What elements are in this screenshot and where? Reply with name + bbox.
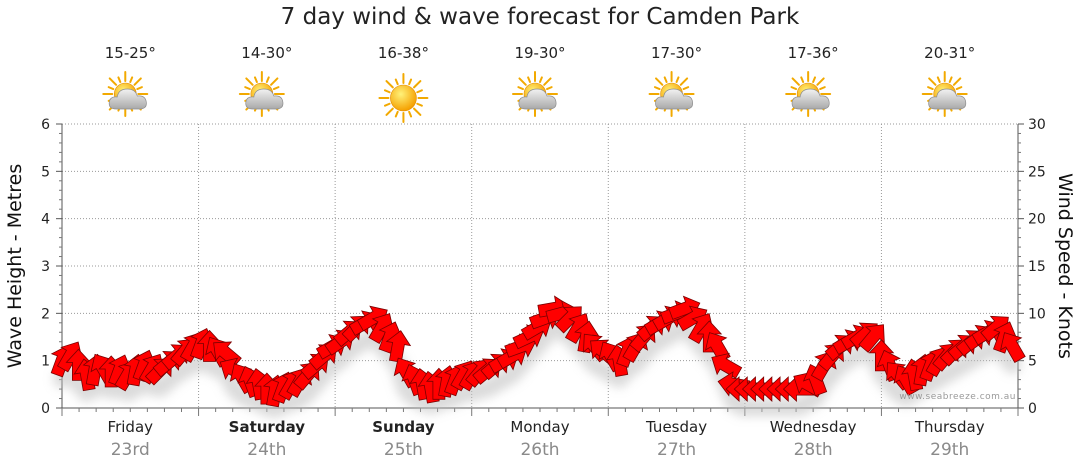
- left-tick-label: 5: [41, 164, 50, 180]
- left-tick-label: 4: [41, 212, 50, 228]
- day-name: Tuesday: [646, 418, 708, 436]
- left-tick-label: 2: [41, 306, 50, 322]
- right-tick-label: 20: [1028, 212, 1046, 228]
- day-temperature: 16-38°: [377, 44, 429, 62]
- right-tick-label: 0: [1028, 401, 1037, 417]
- partly-cloudy-icon: [921, 71, 968, 117]
- right-tick-label: 30: [1028, 117, 1046, 133]
- right-tick-label: 15: [1028, 259, 1046, 275]
- partly-cloudy-icon: [648, 71, 695, 117]
- day-label: Saturday 24th: [207, 418, 327, 460]
- right-tick-label: 25: [1028, 164, 1046, 180]
- day-temperature: 17-36°: [787, 44, 839, 62]
- wind-arrow: [687, 313, 714, 345]
- wind-arrow: [858, 324, 885, 353]
- day-date: 28th: [793, 440, 833, 460]
- day-date: 24th: [247, 440, 287, 460]
- left-tick-label: 3: [41, 259, 50, 275]
- day-label: Wednesday 28th: [753, 418, 873, 460]
- wind-arrow: [368, 313, 395, 345]
- wind-arrows: [50, 295, 1026, 408]
- day-name: Saturday: [228, 418, 306, 436]
- right-tick-label: 10: [1028, 306, 1046, 322]
- sunny-icon: [378, 73, 429, 123]
- chart-title: 7 day wind & wave forecast for Camden Pa…: [280, 4, 800, 30]
- day-name: Monday: [510, 418, 570, 436]
- day-name: Sunday: [372, 418, 435, 436]
- wind-arrow: [56, 341, 83, 373]
- watermark: www.seabreeze.com.au: [899, 392, 1016, 402]
- day-date: 27th: [657, 440, 697, 460]
- weather-icons: [102, 71, 968, 123]
- temperature-row: 15-25° 14-30° 16-38° 19-30° 17-30° 17-36° 20-3…: [62, 44, 1018, 66]
- partly-cloudy-icon: [238, 71, 285, 117]
- left-tick-label: 1: [41, 354, 50, 370]
- day-temperature: 14-30°: [241, 44, 293, 62]
- day-temperature: 15-25°: [104, 44, 156, 62]
- partly-cloudy-icon: [785, 71, 832, 117]
- left-tick-label: 0: [41, 401, 50, 417]
- partly-cloudy-icon: [512, 71, 558, 117]
- right-tick-label: 5: [1028, 354, 1037, 370]
- day-label: Sunday 25th: [343, 418, 463, 460]
- day-date: 29th: [930, 440, 970, 460]
- day-name: Thursday: [914, 418, 985, 436]
- wind-arrow: [1000, 332, 1026, 364]
- day-temperature: 17-30°: [651, 44, 703, 62]
- day-label: Thursday 29th: [890, 418, 1010, 460]
- day-date: 23rd: [110, 440, 150, 460]
- day-date: 26th: [520, 440, 560, 460]
- left-tick-label: 6: [41, 117, 50, 133]
- day-name: Wednesday: [769, 418, 857, 436]
- day-label: Friday 23rd: [70, 418, 190, 460]
- wind-arrow: [711, 352, 743, 379]
- day-temperature: 19-30°: [514, 44, 566, 62]
- day-date: 25th: [383, 440, 423, 460]
- day-label: Tuesday 27th: [617, 418, 737, 460]
- partly-cloudy-icon: [102, 71, 149, 117]
- day-temperature: 20-31°: [924, 44, 976, 62]
- day-name: Friday: [107, 418, 154, 436]
- day-label: Monday 26th: [480, 418, 600, 460]
- day-axis: Friday 23rd Saturday 24th Sunday 25th Monday 26…: [62, 418, 1018, 468]
